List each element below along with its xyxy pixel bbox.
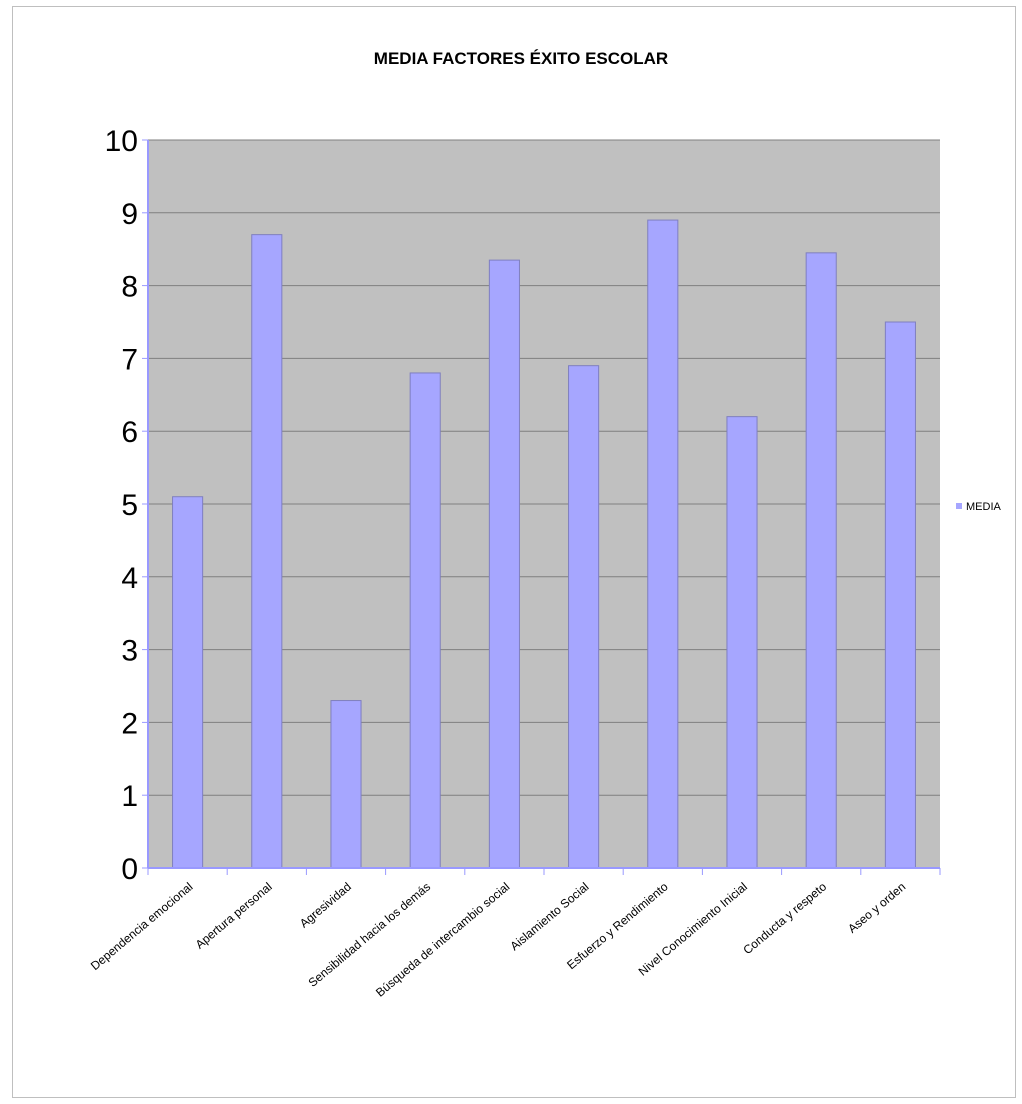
chart-title: MEDIA FACTORES ÉXITO ESCOLAR bbox=[374, 49, 668, 68]
y-tick-label: 10 bbox=[105, 125, 138, 158]
y-tick-label: 3 bbox=[121, 635, 138, 668]
y-tick-label: 9 bbox=[121, 198, 138, 231]
axes bbox=[142, 139, 941, 875]
x-tick-label: Apertura personal bbox=[193, 880, 275, 952]
y-tick-labels: 0 1 2 3 4 5 6 7 8 9 10 bbox=[105, 125, 138, 886]
bar bbox=[647, 219, 679, 869]
legend-swatch bbox=[956, 503, 962, 509]
bar bbox=[884, 321, 916, 869]
y-tick-label: 7 bbox=[121, 343, 138, 376]
bar bbox=[409, 372, 441, 869]
bar bbox=[805, 252, 837, 869]
bar bbox=[568, 365, 600, 869]
y-tick-label: 5 bbox=[121, 489, 138, 522]
y-tick-label: 6 bbox=[121, 416, 138, 449]
x-tick-label: Conducta y respeto bbox=[740, 879, 829, 957]
x-tick-label: Aseo y orden bbox=[845, 880, 908, 936]
y-tick-label: 2 bbox=[121, 707, 138, 740]
x-tick-label: Dependencia emocional bbox=[88, 880, 196, 973]
bar bbox=[251, 234, 283, 869]
y-tick-label: 0 bbox=[121, 853, 138, 886]
bar bbox=[488, 259, 520, 869]
y-tick-label: 1 bbox=[121, 780, 138, 813]
y-tick-label: 8 bbox=[121, 271, 138, 304]
legend-label: MEDIA bbox=[966, 501, 1002, 513]
bar bbox=[726, 416, 758, 869]
x-tick-label: Búsqueda de intercambio social bbox=[373, 880, 512, 1000]
x-tick-label: Aislamiento Social bbox=[507, 880, 591, 954]
y-tick-label: 4 bbox=[121, 562, 138, 595]
bar bbox=[172, 496, 204, 869]
bar bbox=[330, 700, 362, 869]
legend: MEDIA bbox=[956, 501, 1002, 513]
x-tick-label: Agresividad bbox=[297, 880, 354, 931]
